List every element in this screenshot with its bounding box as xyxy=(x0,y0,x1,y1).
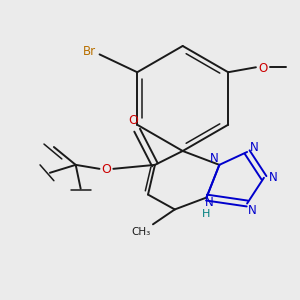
Text: O: O xyxy=(128,114,138,127)
Text: N: N xyxy=(205,196,214,209)
Text: N: N xyxy=(248,204,256,217)
Text: CH₃: CH₃ xyxy=(131,227,151,237)
Text: O: O xyxy=(101,163,111,176)
Text: N: N xyxy=(250,140,258,154)
Text: O: O xyxy=(258,62,268,75)
Text: Br: Br xyxy=(83,45,96,58)
Text: N: N xyxy=(210,152,219,165)
Text: H: H xyxy=(202,209,211,219)
Text: N: N xyxy=(268,171,277,184)
